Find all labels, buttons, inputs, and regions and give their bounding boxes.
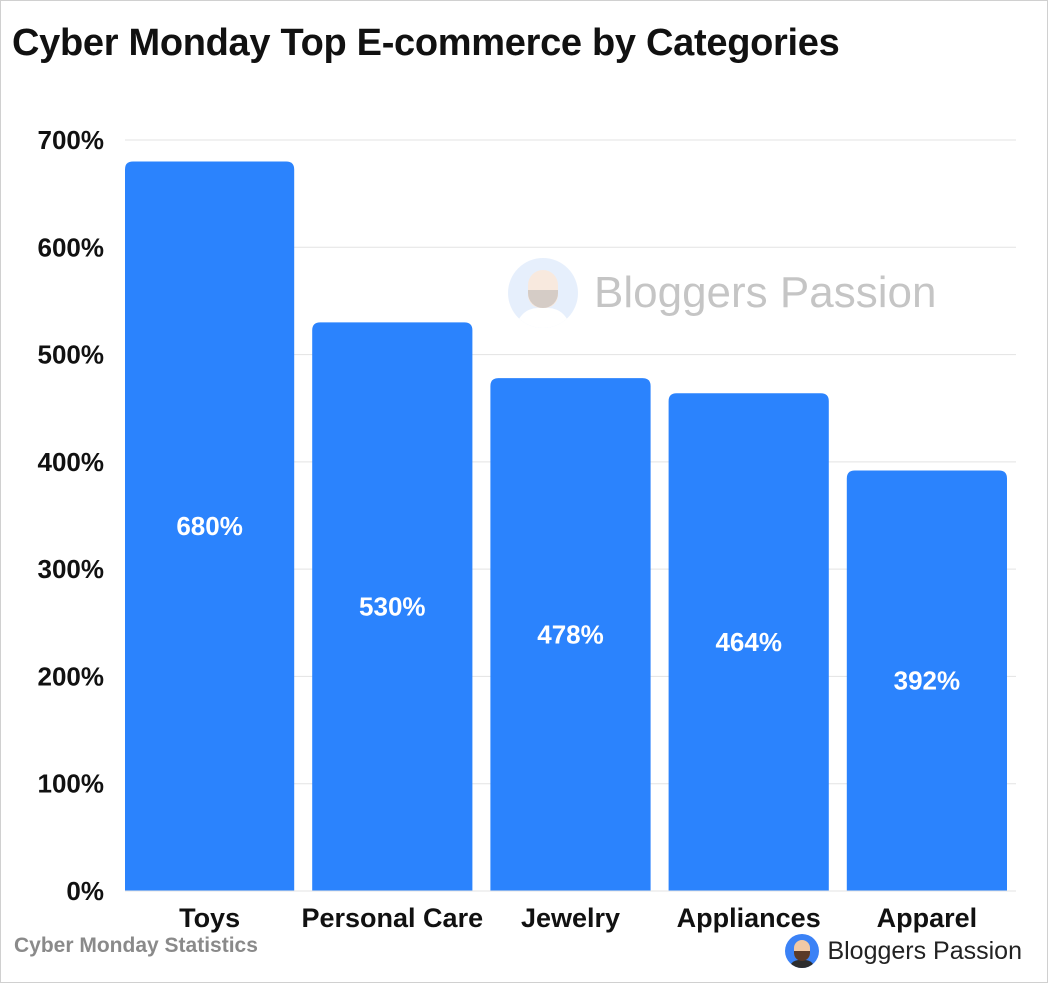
y-tick-label: 100% xyxy=(38,769,105,799)
x-tick-label: Appliances xyxy=(677,903,821,933)
y-tick-label: 200% xyxy=(38,661,105,691)
watermark-avatar-icon xyxy=(508,258,578,328)
chart-title: Cyber Monday Top E-commerce by Categorie… xyxy=(12,22,840,64)
x-tick-label: Personal Care xyxy=(302,903,484,933)
x-tick-label: Jewelry xyxy=(521,903,620,933)
bar xyxy=(846,470,1007,891)
data-label: 392% xyxy=(894,666,961,696)
data-label: 478% xyxy=(537,620,604,650)
x-tick-label: Apparel xyxy=(877,903,978,933)
brand-avatar-icon xyxy=(785,934,820,968)
y-tick-label: 400% xyxy=(38,447,105,477)
y-tick-label: 300% xyxy=(38,554,105,584)
data-label: 464% xyxy=(715,627,782,657)
brand-name: Bloggers Passion xyxy=(827,936,1022,965)
source-label: Cyber Monday Statistics xyxy=(14,934,258,957)
watermark-text: Bloggers Passion xyxy=(594,268,937,317)
brand-logo: Bloggers Passion xyxy=(785,934,1022,968)
watermark: Bloggers Passion xyxy=(508,258,936,328)
y-tick-label: 700% xyxy=(38,125,105,155)
data-label: 530% xyxy=(359,592,426,622)
x-tick-label: Toys xyxy=(179,903,240,933)
y-tick-label: 0% xyxy=(66,876,104,906)
y-tick-label: 500% xyxy=(38,340,105,370)
bar xyxy=(125,161,295,891)
bar xyxy=(312,322,473,891)
y-tick-label: 600% xyxy=(38,232,105,262)
bar xyxy=(490,378,651,891)
bar xyxy=(668,393,829,891)
data-label: 680% xyxy=(176,511,243,541)
